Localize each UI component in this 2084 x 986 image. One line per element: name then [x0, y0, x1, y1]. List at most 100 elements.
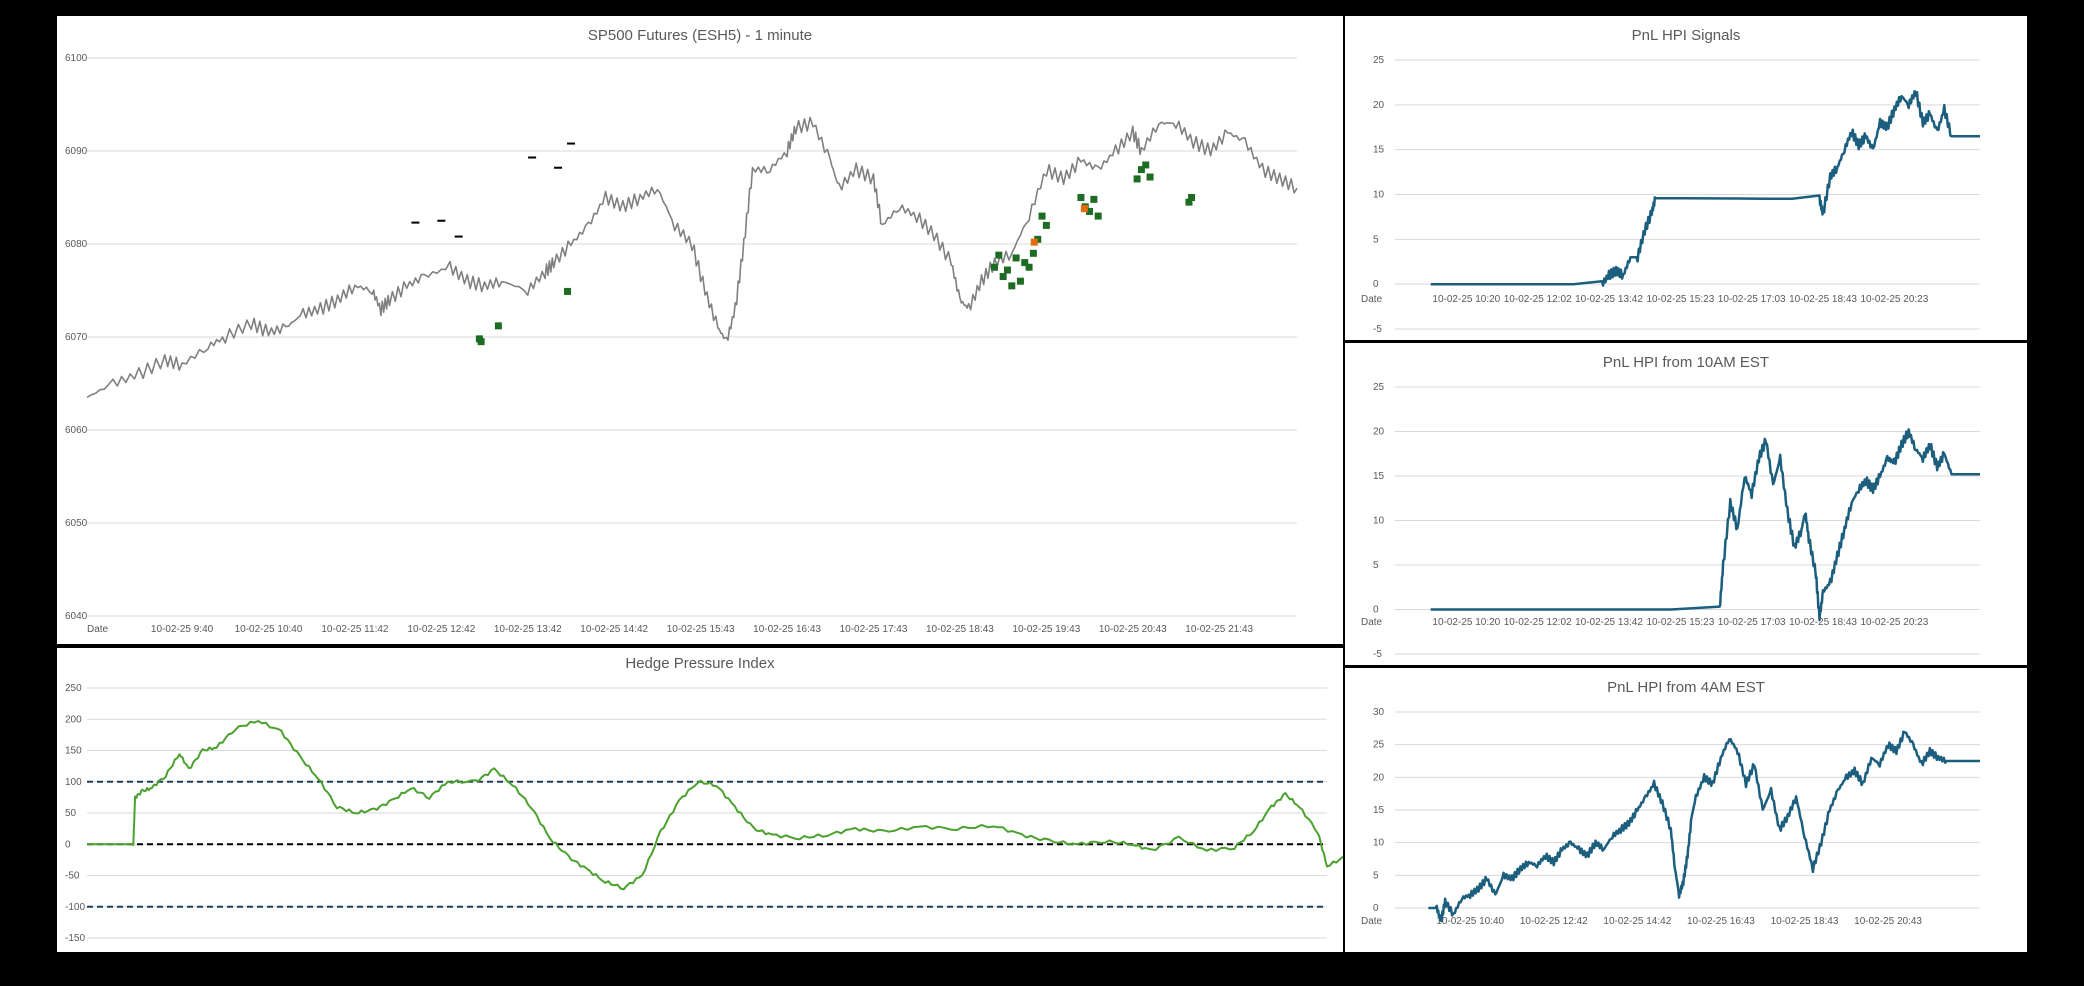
pnl-10am-x-tick-label: 10-02-25 12:02: [1504, 617, 1572, 628]
pnl-signals-title: PnL HPI Signals: [1632, 27, 1741, 44]
buy-signal-marker: [1142, 161, 1150, 169]
price-chart: SP500 Futures (ESH5) - 1 minute 6040 6050…: [65, 27, 1298, 635]
pnl-10am-y-axis: -5 0 5 10 15 20 25: [1373, 382, 1385, 660]
hpi-y-tick-label: 200: [65, 714, 82, 725]
hpi-y-axis: -150 -100 -50 0 50 100 150 200 250: [65, 683, 85, 944]
price-x-tick-label: 10-02-25 14:42: [580, 624, 648, 635]
hpi-y-tick-label: -150: [65, 933, 85, 944]
price-x-tick-label: 10-02-25 20:43: [1099, 624, 1167, 635]
pnl-10am-x-axis: Date 10-02-25 10:20 10-02-25 12:02 10-02-2…: [1361, 617, 1929, 628]
price-x-tick-label: 10-02-25 9:40: [151, 624, 214, 635]
pnl-signals-x-tick-label: 10-02-25 13:42: [1575, 294, 1643, 305]
pnl-4am-y-tick-label: 30: [1373, 707, 1385, 718]
buy-signal-marker: [999, 273, 1007, 281]
pnl-signals-series: [1430, 89, 1980, 287]
price-y-tick-label: 6050: [65, 518, 88, 529]
pnl-signals-x-tick-label: 10-02-25 12:02: [1504, 294, 1572, 305]
pnl-4am-x-tick-label: 10-02-25 18:43: [1771, 916, 1839, 927]
buy-signal-marker: [1029, 249, 1037, 257]
pnl-4am-chart: PnL HPI from 4AM EST 0 5 10 15 20 25 30 Date 1…: [1361, 679, 1980, 927]
buy-signal-marker: [1077, 194, 1085, 201]
pnl-10am-x-tick-label: 10-02-25 20:23: [1860, 617, 1928, 628]
price-chart-panel: SP500 Futures (ESH5) - 1 minute 6040 6050…: [57, 16, 1343, 644]
price-series-line: [86, 116, 1298, 399]
pnl-10am-y-tick-label: 25: [1373, 382, 1385, 393]
price-y-tick-label: 6080: [65, 239, 88, 250]
pnl-signals-chart: PnL HPI Signals -5 0 5 10 15 20 25 Date 10-02-…: [1361, 27, 1980, 335]
pnl-10am-y-tick-label: 5: [1373, 560, 1379, 571]
price-y-tick-label: 6090: [65, 146, 88, 157]
buy-signal-marker: [991, 263, 998, 271]
pnl-4am-x-tick-label: 10-02-25 20:43: [1854, 916, 1922, 927]
buy-signal-marker: [1021, 259, 1029, 267]
price-y-tick-label: 6060: [65, 425, 88, 436]
price-grid: [87, 57, 1297, 617]
pnl-signals-x-axis-label: Date: [1361, 294, 1383, 305]
hpi-y-tick-label: 150: [65, 746, 82, 757]
buy-signal-marker: [564, 287, 572, 295]
hpi-y-tick-label: -50: [65, 871, 80, 882]
pnl-10am-y-tick-label: 20: [1373, 427, 1385, 438]
pnl-10am-series: [1430, 428, 1980, 622]
price-y-tick-label: 6040: [65, 611, 88, 622]
buy-signal-marker: [1025, 263, 1033, 271]
buy-signal-marker: [1090, 195, 1098, 203]
pnl-10am-y-tick-label: 10: [1373, 516, 1385, 527]
buy-signal-marker: [1008, 282, 1016, 290]
hpi-series-line: [87, 720, 1343, 891]
hpi-y-tick-label: 100: [65, 777, 82, 788]
sell-signal-marker: [411, 221, 420, 224]
exit-signal-marker: [1080, 205, 1088, 213]
pnl-10am-x-tick-label: 10-02-25 10:20: [1432, 617, 1500, 628]
pnl-4am-x-axis-label: Date: [1361, 916, 1383, 927]
hpi-chart-panel: Hedge Pressure Index -150 -100 -50 0 50 100 15…: [57, 648, 1343, 952]
pnl-signals-y-tick-label: 25: [1373, 55, 1385, 66]
pnl-signals-y-tick-label: 20: [1373, 100, 1385, 111]
buy-signal-marker: [995, 251, 1003, 259]
pnl-10am-x-tick-label: 10-02-25 17:03: [1718, 617, 1786, 628]
buy-signal-marker: [1086, 207, 1094, 215]
pnl-signals-panel: PnL HPI Signals -5 0 5 10 15 20 25 Date 10-02-…: [1345, 16, 2027, 340]
pnl-signals-x-tick-label: 10-02-25 17:03: [1718, 294, 1786, 305]
buy-signal-marker: [494, 322, 502, 330]
pnl-4am-x-axis: Date 10-02-25 10:40 10-02-25 12:42 10-02-2…: [1361, 916, 1922, 927]
pnl-4am-x-tick-label: 10-02-25 14:42: [1603, 916, 1671, 927]
buy-signal-marker: [477, 338, 485, 346]
price-x-tick-label: 10-02-25 15:43: [667, 624, 735, 635]
pnl-signals-y-tick-label: 0: [1373, 279, 1379, 290]
pnl-signals-y-tick-label: 5: [1373, 234, 1379, 245]
price-x-tick-label: 10-02-25 21:43: [1185, 624, 1253, 635]
pnl-signals-y-axis: -5 0 5 10 15 20 25: [1373, 55, 1385, 335]
pnl-10am-x-tick-label: 10-02-25 13:42: [1575, 617, 1643, 628]
pnl-10am-title: PnL HPI from 10AM EST: [1603, 354, 1769, 371]
sell-signal-marker: [528, 156, 537, 159]
sell-signal-marker: [554, 166, 563, 169]
pnl-10am-x-axis-label: Date: [1361, 617, 1383, 628]
hpi-y-tick-label: 50: [65, 808, 77, 819]
buy-signal-marker: [1146, 173, 1154, 181]
pnl-4am-y-tick-label: 0: [1373, 903, 1379, 914]
buy-signal-marker: [1094, 212, 1102, 220]
price-y-axis: 6040 6050 6060 6070 6080 6090 6100: [65, 53, 88, 622]
price-x-axis-label: Date: [87, 624, 109, 635]
pnl-4am-y-tick-label: 5: [1373, 870, 1379, 881]
sell-signal-marker: [437, 219, 446, 222]
buy-signal-marker: [1137, 166, 1145, 174]
exit-signal-marker: [1030, 238, 1038, 246]
pnl-signals-x-tick-label: 10-02-25 15:23: [1646, 294, 1714, 305]
pnl-10am-grid: [1395, 386, 1980, 655]
price-x-tick-label: 10-02-25 11:42: [321, 624, 389, 635]
price-y-tick-label: 6100: [65, 53, 88, 64]
buy-signal-marker: [1012, 254, 1020, 262]
pnl-signals-x-tick-label: 10-02-25 10:20: [1432, 294, 1500, 305]
buy-signal-marker: [1003, 266, 1011, 274]
price-x-tick-label: 10-02-25 12:42: [407, 624, 475, 635]
buy-signal-marker: [1188, 194, 1196, 201]
pnl-4am-x-tick-label: 10-02-25 16:43: [1687, 916, 1755, 927]
pnl-4am-series: [1428, 730, 1980, 923]
price-x-tick-label: 10-02-25 10:40: [235, 624, 303, 635]
buy-signal-marker: [1016, 277, 1024, 285]
price-series: [86, 116, 1298, 399]
hpi-chart: Hedge Pressure Index -150 -100 -50 0 50 100 15…: [65, 655, 1343, 944]
pnl-4am-panel: PnL HPI from 4AM EST 0 5 10 15 20 25 30 Date 1…: [1345, 668, 2027, 952]
